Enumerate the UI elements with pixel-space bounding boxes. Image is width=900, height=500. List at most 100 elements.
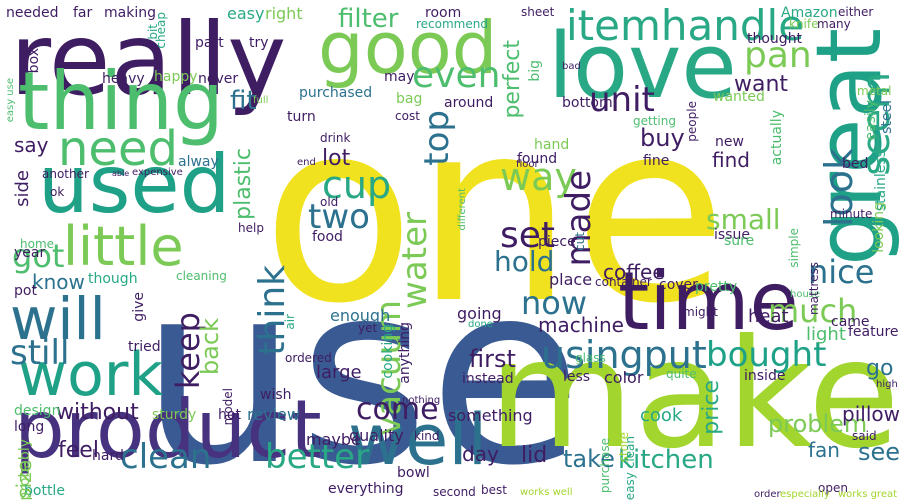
cloud-word: alway — [178, 154, 219, 170]
cloud-word: review — [247, 405, 300, 424]
cloud-word: say — [14, 133, 49, 157]
cloud-word: easy use — [5, 78, 16, 123]
cloud-word: think — [252, 265, 293, 356]
cloud-word: bag — [396, 91, 423, 107]
cloud-word: actually — [769, 110, 785, 166]
cloud-word: price — [699, 380, 724, 435]
cloud-word: people — [685, 101, 699, 142]
cloud-word: easy clean — [623, 435, 637, 500]
cloud-word: turn — [287, 109, 316, 125]
cloud-word: high — [876, 379, 898, 390]
cloud-word: much — [768, 292, 858, 330]
cloud-word: way — [500, 155, 577, 199]
cloud-word: heavy — [102, 71, 145, 87]
cloud-word: fit — [230, 86, 257, 116]
cloud-word: find — [712, 148, 750, 172]
cloud-word: cleaning — [176, 269, 227, 283]
cloud-word: lot — [322, 146, 351, 171]
cloud-word: able — [112, 169, 130, 178]
cloud-word: making — [104, 5, 156, 21]
cloud-word: expensive — [132, 167, 183, 178]
cloud-word: floor — [516, 159, 539, 170]
cloud-word: bit — [146, 24, 160, 40]
cloud-word: knife — [789, 17, 819, 31]
cloud-word: hard — [92, 448, 124, 464]
cloud-word: use — [140, 229, 583, 500]
cloud-word: small — [706, 203, 781, 236]
cloud-word: less — [563, 369, 591, 385]
cloud-word: coffee — [603, 260, 665, 284]
cloud-word: bottom — [562, 95, 613, 111]
cloud-word: lid — [521, 443, 548, 468]
cloud-word: even — [412, 55, 501, 96]
cloud-word: one — [262, 67, 728, 358]
cloud-word: bowl — [397, 465, 430, 481]
cloud-word: hold — [494, 245, 555, 278]
cloud-word: really — [10, 1, 287, 118]
cloud-word: first — [469, 345, 516, 373]
cloud-word: little — [63, 215, 184, 278]
cloud-word: works well — [520, 487, 573, 498]
cloud-word: day — [462, 442, 499, 466]
cloud-word: pretty — [695, 279, 738, 295]
cloud-word: bed — [842, 156, 869, 172]
cloud-word: around — [444, 95, 494, 111]
cloud-word: good — [318, 6, 498, 90]
cloud-word: perfect — [500, 40, 525, 119]
cloud-word: better — [265, 437, 370, 477]
cloud-word: room — [425, 5, 462, 21]
cloud-word: want — [734, 72, 789, 97]
cloud-word: heat — [748, 306, 789, 327]
cloud-word: product — [14, 383, 322, 476]
cloud-word: cover — [659, 277, 698, 293]
cloud-word: made — [559, 170, 599, 267]
cloud-word: big — [527, 60, 543, 82]
cloud-word: itemhandle — [566, 1, 805, 50]
cloud-word: still — [10, 333, 70, 373]
cloud-word: everything — [328, 481, 404, 497]
cloud-word: part — [195, 35, 224, 51]
cloud-word: purchase — [598, 438, 612, 494]
cloud-word: feature — [848, 324, 899, 340]
cloud-word: bottle — [24, 483, 65, 499]
cloud-word: glass — [575, 351, 606, 365]
cloud-word: mattress — [807, 262, 821, 316]
cloud-word: different — [457, 188, 468, 231]
cloud-word: feel — [58, 438, 99, 463]
cloud-word: easily — [863, 100, 879, 141]
cloud-word: getting — [633, 114, 676, 128]
cloud-word: instead — [462, 371, 514, 387]
cloud-word: another — [42, 167, 89, 181]
cloud-word: open — [818, 481, 848, 495]
cloud-word: kind — [414, 429, 440, 443]
cloud-word: set — [500, 215, 556, 256]
cloud-word: wanted — [713, 89, 765, 105]
cloud-word: done — [468, 319, 493, 330]
cloud-word: go — [866, 356, 894, 381]
cloud-word: pan — [744, 35, 812, 76]
cloud-word: color — [604, 368, 644, 387]
cloud-word: stainless — [873, 150, 889, 212]
cloud-word: unit — [589, 80, 655, 120]
cloud-word: time — [618, 255, 799, 348]
cloud-word: end — [297, 157, 316, 168]
cloud-word: quite — [666, 367, 697, 381]
cloud-word: water — [395, 212, 435, 309]
cloud-word: fine — [643, 153, 670, 169]
cloud-word: light — [806, 324, 846, 345]
cloud-word: cut — [573, 232, 587, 251]
cloud-word: well — [348, 399, 488, 481]
cloud-word: back — [196, 318, 224, 376]
cloud-word: house — [790, 289, 821, 300]
cloud-word: machine — [538, 313, 624, 337]
cloud-word: model — [221, 388, 235, 426]
cloud-word: works great — [838, 489, 898, 500]
cloud-word: sure — [724, 233, 755, 249]
cloud-word: yet — [358, 321, 378, 335]
cloud-word: will — [10, 285, 106, 353]
cloud-word: full — [253, 95, 269, 106]
cloud-word: design — [14, 403, 61, 419]
cloud-word: issue — [714, 227, 750, 243]
cloud-word: fan — [808, 438, 840, 462]
cloud-word: now — [521, 284, 588, 322]
